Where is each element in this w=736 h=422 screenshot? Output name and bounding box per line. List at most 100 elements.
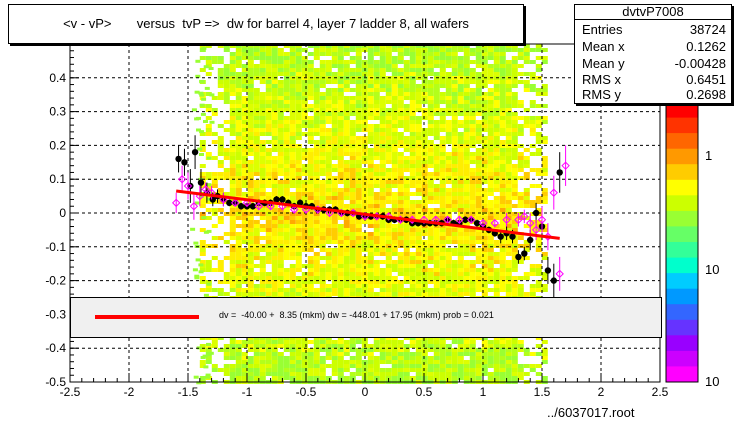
density-cell xyxy=(302,240,308,244)
density-cell xyxy=(392,268,398,272)
density-cell xyxy=(422,128,428,132)
density-cell xyxy=(368,84,374,88)
density-cell xyxy=(386,84,392,88)
density-cell xyxy=(488,372,494,376)
density-cell xyxy=(356,204,362,208)
density-cell xyxy=(512,268,518,272)
density-cell xyxy=(416,148,422,152)
density-cell xyxy=(416,180,422,184)
density-cell xyxy=(248,72,254,76)
density-cell xyxy=(458,200,464,204)
density-cell xyxy=(500,92,506,96)
density-cell xyxy=(332,368,338,372)
density-cell xyxy=(476,72,482,76)
density-cell xyxy=(320,112,326,116)
density-cell xyxy=(434,156,440,160)
density-cell xyxy=(416,288,422,292)
density-cell xyxy=(410,68,416,72)
density-cell xyxy=(458,124,464,128)
density-cell xyxy=(374,368,380,372)
density-cell xyxy=(201,216,206,219)
density-cell xyxy=(224,128,230,132)
density-cell xyxy=(272,48,278,52)
density-cell xyxy=(248,272,254,276)
density-cell xyxy=(422,84,428,88)
density-cell xyxy=(500,196,506,200)
density-cell xyxy=(380,356,386,360)
density-cell xyxy=(272,124,278,128)
data-point xyxy=(515,254,521,260)
density-cell xyxy=(380,104,386,108)
density-cell xyxy=(404,64,410,68)
density-cell xyxy=(494,84,500,88)
density-cell xyxy=(272,104,278,108)
density-cell xyxy=(416,356,422,360)
density-cell xyxy=(476,92,482,96)
density-cell xyxy=(218,144,224,148)
density-cell xyxy=(464,60,470,64)
density-cell xyxy=(392,232,398,236)
density-cell xyxy=(236,260,242,264)
density-cell xyxy=(260,288,266,292)
density-cell xyxy=(464,96,470,100)
density-cell xyxy=(422,64,428,68)
density-cell xyxy=(386,96,392,100)
density-cell xyxy=(542,288,548,292)
density-cell xyxy=(458,184,464,188)
density-cell xyxy=(440,80,446,84)
density-cell xyxy=(494,140,500,144)
density-cell xyxy=(314,376,320,380)
density-cell xyxy=(524,196,530,200)
density-cell xyxy=(320,140,326,144)
density-cell xyxy=(248,164,254,168)
density-cell xyxy=(446,228,452,232)
density-cell xyxy=(230,164,236,168)
density-cell xyxy=(458,80,464,84)
density-cell xyxy=(452,64,458,68)
density-cell xyxy=(278,160,284,164)
density-cell xyxy=(308,68,314,72)
density-cell xyxy=(446,104,452,108)
density-cell xyxy=(200,288,206,292)
density-cell xyxy=(374,200,380,204)
density-cell xyxy=(446,208,452,212)
density-cell xyxy=(464,80,470,84)
density-cell xyxy=(434,188,440,192)
density-cell xyxy=(464,48,470,52)
density-cell xyxy=(500,288,506,292)
density-cell xyxy=(470,276,476,280)
density-cell xyxy=(380,48,386,52)
density-cell xyxy=(524,88,530,92)
density-cell xyxy=(320,220,326,224)
density-cell xyxy=(440,268,446,272)
density-cell xyxy=(248,136,254,140)
density-cell xyxy=(404,136,410,140)
density-cell xyxy=(476,44,482,48)
density-cell xyxy=(392,236,398,240)
density-cell xyxy=(230,288,236,292)
density-cell xyxy=(350,288,356,292)
density-cell xyxy=(254,52,260,56)
density-cell xyxy=(416,264,422,268)
density-cell xyxy=(248,276,254,280)
density-cell xyxy=(488,88,494,92)
density-cell xyxy=(512,56,518,60)
density-cell xyxy=(290,356,296,360)
stats-value: -0.00428 xyxy=(675,56,726,71)
density-cell xyxy=(398,260,404,264)
density-cell xyxy=(290,292,296,296)
density-cell xyxy=(278,164,284,168)
density-cell xyxy=(302,356,308,360)
density-cell xyxy=(422,148,428,152)
density-cell xyxy=(326,72,332,76)
stats-key: RMS x xyxy=(582,72,621,87)
density-cell xyxy=(278,116,284,120)
density-cell xyxy=(284,68,290,72)
density-cell xyxy=(506,44,512,48)
density-cell xyxy=(338,148,344,152)
density-cell xyxy=(446,276,452,280)
density-cell xyxy=(512,68,518,72)
density-cell xyxy=(476,284,482,288)
density-cell xyxy=(374,232,380,236)
density-cell xyxy=(278,216,284,220)
